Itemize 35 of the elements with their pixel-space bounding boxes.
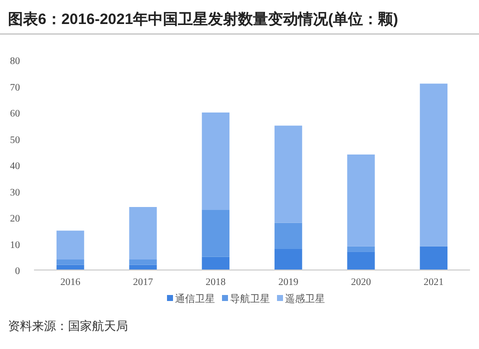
y-tick-label: 50 bbox=[10, 134, 20, 146]
bar bbox=[347, 154, 375, 246]
x-tick-label: 2017 bbox=[133, 277, 153, 288]
bar bbox=[202, 256, 230, 270]
bar bbox=[274, 222, 302, 249]
text: 资料来源：国家航天局 bbox=[8, 319, 128, 333]
y-tick-label: 10 bbox=[10, 240, 20, 251]
y-tick-label: 80 bbox=[10, 56, 20, 67]
bar bbox=[274, 249, 302, 270]
x-tick-label: 2016 bbox=[60, 277, 80, 288]
y-tick-label: 20 bbox=[10, 214, 20, 224]
bar bbox=[129, 207, 157, 260]
y-tick-label: 0 bbox=[15, 266, 20, 277]
bar bbox=[347, 252, 375, 270]
y-tick-label: 30 bbox=[10, 187, 20, 198]
bar bbox=[420, 84, 448, 246]
bar bbox=[129, 260, 157, 265]
bar bbox=[274, 126, 302, 223]
bar bbox=[56, 260, 84, 265]
bar bbox=[202, 210, 230, 257]
chart-title: 图表6：2016-2021年中国卫星发射数量变动情况(单位：颗) bbox=[8, 10, 398, 28]
bar bbox=[202, 112, 230, 210]
x-tick-label: 2018 bbox=[206, 277, 226, 288]
bar bbox=[56, 230, 84, 260]
y-tick-label: 40 bbox=[10, 161, 20, 172]
legend-label: 遥感卫星 bbox=[285, 293, 325, 305]
x-tick-label: 2019 bbox=[278, 277, 298, 288]
bar bbox=[420, 246, 448, 270]
x-tick-label: 2021 bbox=[424, 277, 444, 288]
legend-label: 通信卫星 bbox=[175, 293, 215, 305]
bar bbox=[347, 246, 375, 252]
x-tick-label: 2020 bbox=[351, 277, 371, 288]
legend-label: 导航卫星 bbox=[230, 293, 270, 305]
y-tick-label: 70 bbox=[10, 82, 20, 94]
y-tick-label: 60 bbox=[10, 108, 20, 120]
